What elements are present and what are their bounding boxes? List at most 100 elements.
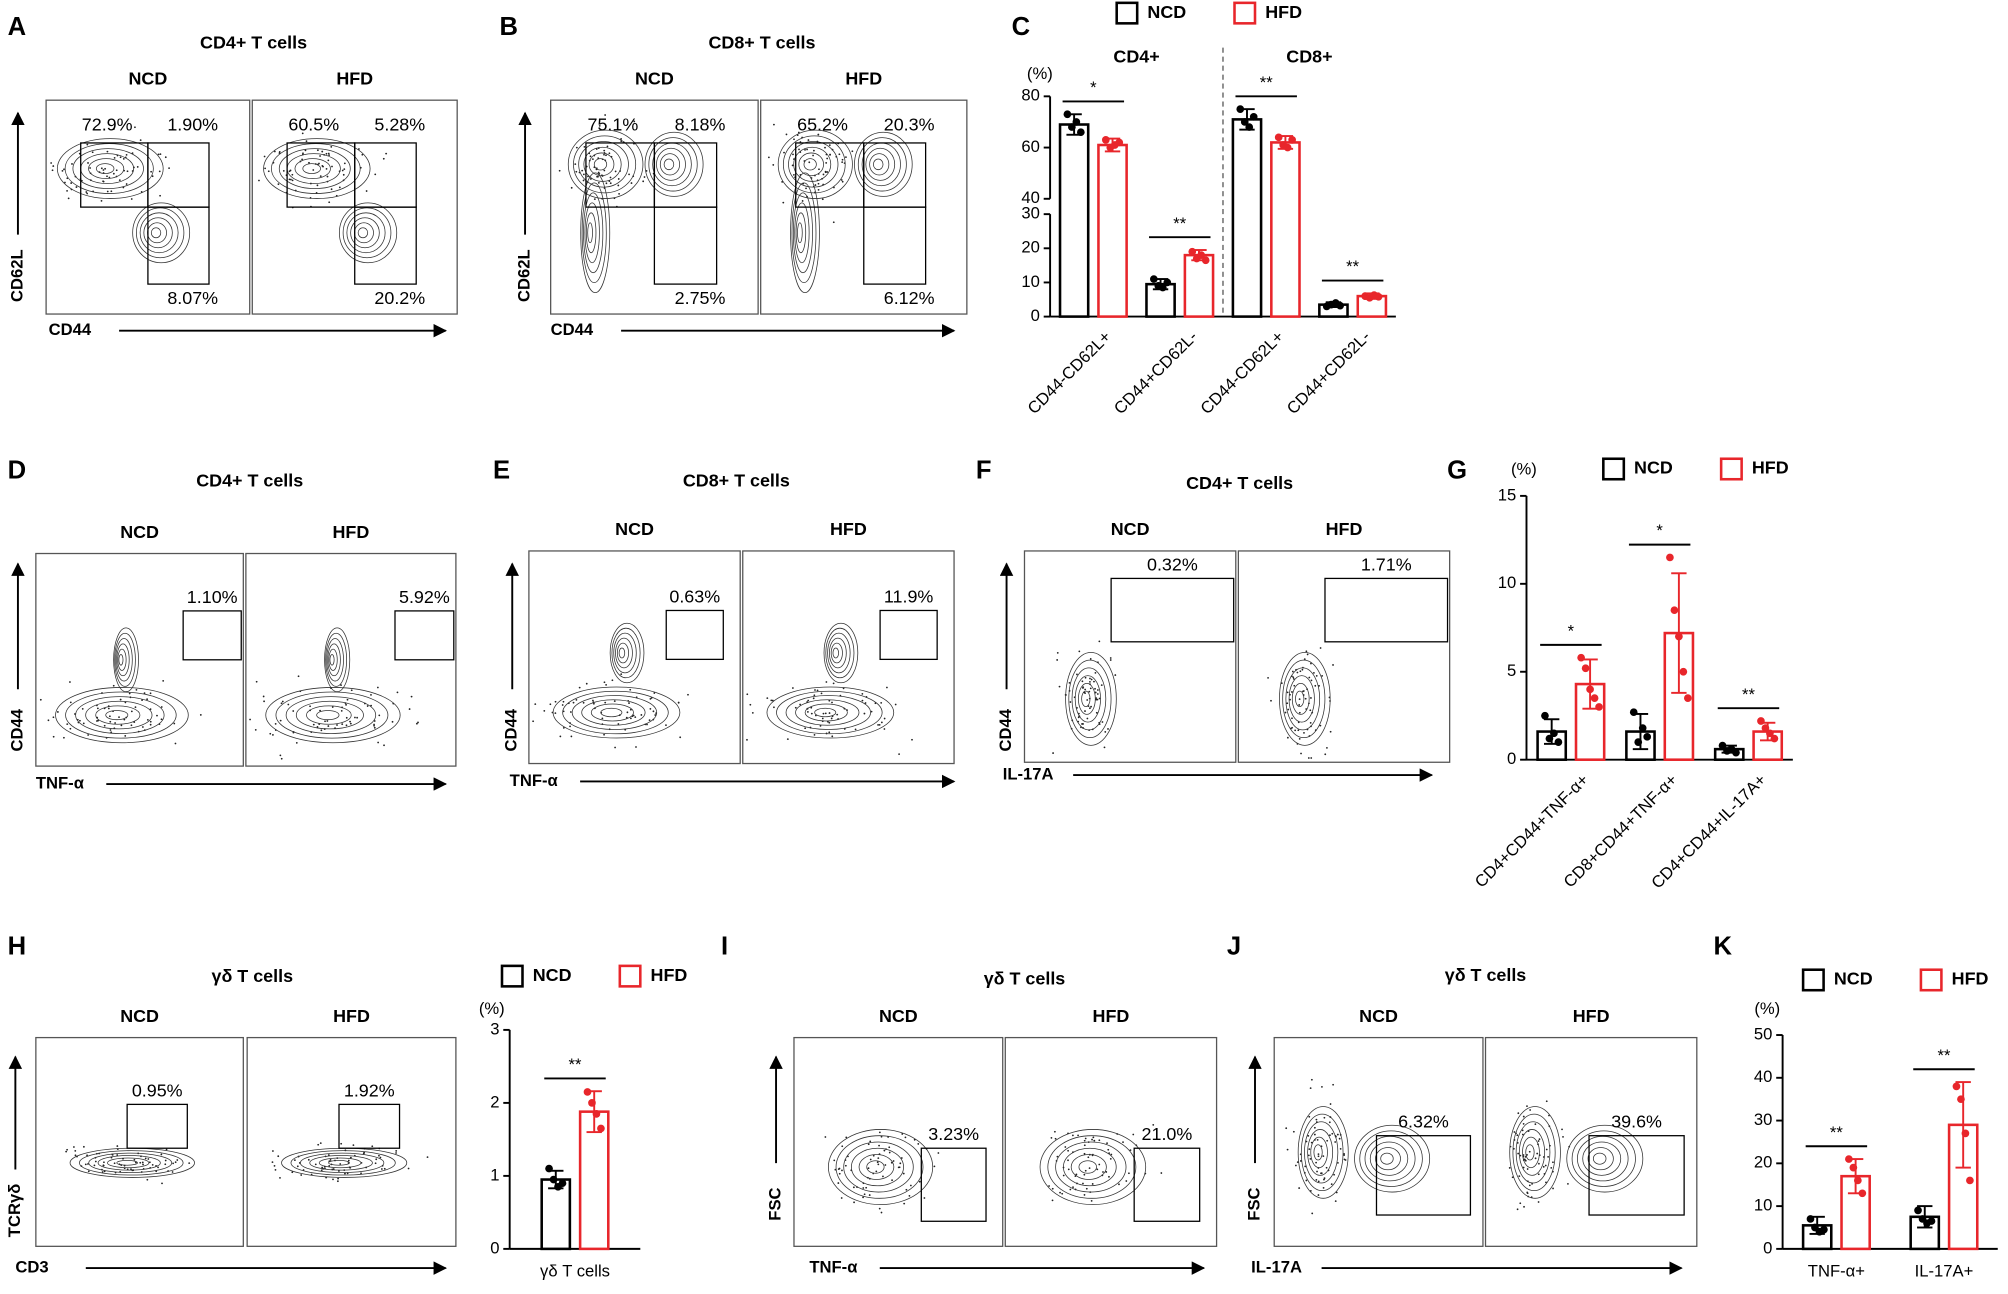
event-dot <box>617 178 620 180</box>
event-dot <box>102 1164 105 1167</box>
event-dot <box>1098 640 1101 643</box>
event-dot <box>1286 691 1289 694</box>
event-dot <box>1309 1087 1312 1090</box>
event-dot <box>149 692 152 695</box>
event-dot <box>317 1143 320 1146</box>
event-dot <box>1086 699 1089 701</box>
event-dot <box>1297 729 1300 732</box>
y-tick-label: 20 <box>1754 1153 1772 1172</box>
contour <box>1310 1136 1328 1169</box>
gate-label: 1.10% <box>187 587 238 607</box>
contour <box>56 138 164 199</box>
event-dot <box>1104 731 1107 733</box>
event-dot <box>1528 1150 1531 1153</box>
event-dot <box>328 201 331 204</box>
event-dot <box>164 156 167 159</box>
event-dot <box>1084 1137 1087 1140</box>
y-axis-label: CD44 <box>996 708 1015 751</box>
event-dot <box>143 692 146 695</box>
contour <box>1587 1147 1614 1171</box>
contour <box>55 687 189 744</box>
event-dot <box>841 1145 844 1148</box>
event-dot <box>581 169 584 172</box>
panel-title: γδ T cells <box>212 966 294 986</box>
event-dot <box>1098 1163 1101 1166</box>
legend-label: NCD <box>1147 2 1186 22</box>
event-dot <box>63 168 65 171</box>
event-dot <box>1299 670 1302 673</box>
event-dot <box>829 153 831 156</box>
event-dot <box>258 179 260 182</box>
event-dot <box>878 1207 881 1210</box>
event-dot <box>1552 1187 1554 1190</box>
event-dot <box>346 698 349 701</box>
event-dot <box>883 1149 886 1152</box>
event-dot <box>781 181 784 183</box>
event-dot <box>160 1153 163 1156</box>
event-dot <box>1308 676 1311 679</box>
event-dot <box>625 716 628 719</box>
event-dot <box>828 731 831 734</box>
event-dot <box>374 1162 377 1165</box>
event-dot <box>1286 702 1289 705</box>
legend-label: HFD <box>651 965 688 985</box>
contour <box>115 638 133 682</box>
contour <box>1509 1106 1561 1199</box>
event-dot <box>791 687 794 689</box>
event-dot <box>1309 709 1312 712</box>
event-dot <box>1317 1155 1320 1158</box>
y-tick-label: 30 <box>1754 1110 1772 1129</box>
event-dot <box>1107 728 1109 730</box>
event-dot <box>1077 716 1080 719</box>
event-dot <box>597 171 600 174</box>
event-dot <box>532 720 535 723</box>
event-dot <box>1053 1130 1056 1133</box>
contour <box>1279 651 1331 746</box>
data-point <box>1914 1206 1922 1215</box>
event-dot <box>307 1158 310 1161</box>
contour <box>354 222 374 244</box>
event-dot <box>888 1151 891 1154</box>
event-dot <box>1088 1167 1091 1170</box>
event-dot <box>880 701 883 704</box>
panel-letter: A <box>8 13 27 41</box>
contour <box>618 647 626 659</box>
event-dot <box>575 146 578 149</box>
event-dot <box>630 717 632 720</box>
event-dot <box>878 723 881 726</box>
event-dot <box>370 693 372 696</box>
event-dot <box>1082 723 1084 725</box>
event-dot <box>1523 1205 1525 1208</box>
contour <box>567 129 644 199</box>
event-dot <box>1122 1141 1124 1144</box>
event-dot <box>891 1179 893 1182</box>
data-point <box>1274 133 1283 142</box>
event-dot <box>828 721 831 724</box>
contour <box>1582 1141 1622 1176</box>
event-dot <box>73 1146 75 1148</box>
event-dot <box>331 706 334 708</box>
event-dot <box>1129 1149 1132 1152</box>
event-dot <box>1082 687 1084 689</box>
event-dot <box>1519 1154 1522 1157</box>
event-dot <box>626 711 629 714</box>
contour <box>644 131 704 197</box>
event-dot <box>1320 1172 1323 1175</box>
event-dot <box>326 720 329 722</box>
event-dot <box>1537 1140 1540 1142</box>
data-point <box>1288 136 1296 144</box>
event-dot <box>325 152 328 155</box>
event-dot <box>130 710 133 713</box>
event-dot <box>343 168 346 171</box>
event-dot <box>340 1142 343 1145</box>
event-dot <box>326 175 329 178</box>
contour <box>1304 1121 1339 1184</box>
event-dot <box>1298 698 1301 701</box>
event-dot <box>1091 1183 1094 1185</box>
event-dot <box>1305 1140 1308 1143</box>
event-dot <box>1306 653 1309 656</box>
event-dot <box>1051 1187 1054 1190</box>
event-dot <box>592 702 595 705</box>
x-tick-label: CD44-CD62L+ <box>1024 327 1115 418</box>
significance-label: ** <box>569 1055 582 1074</box>
